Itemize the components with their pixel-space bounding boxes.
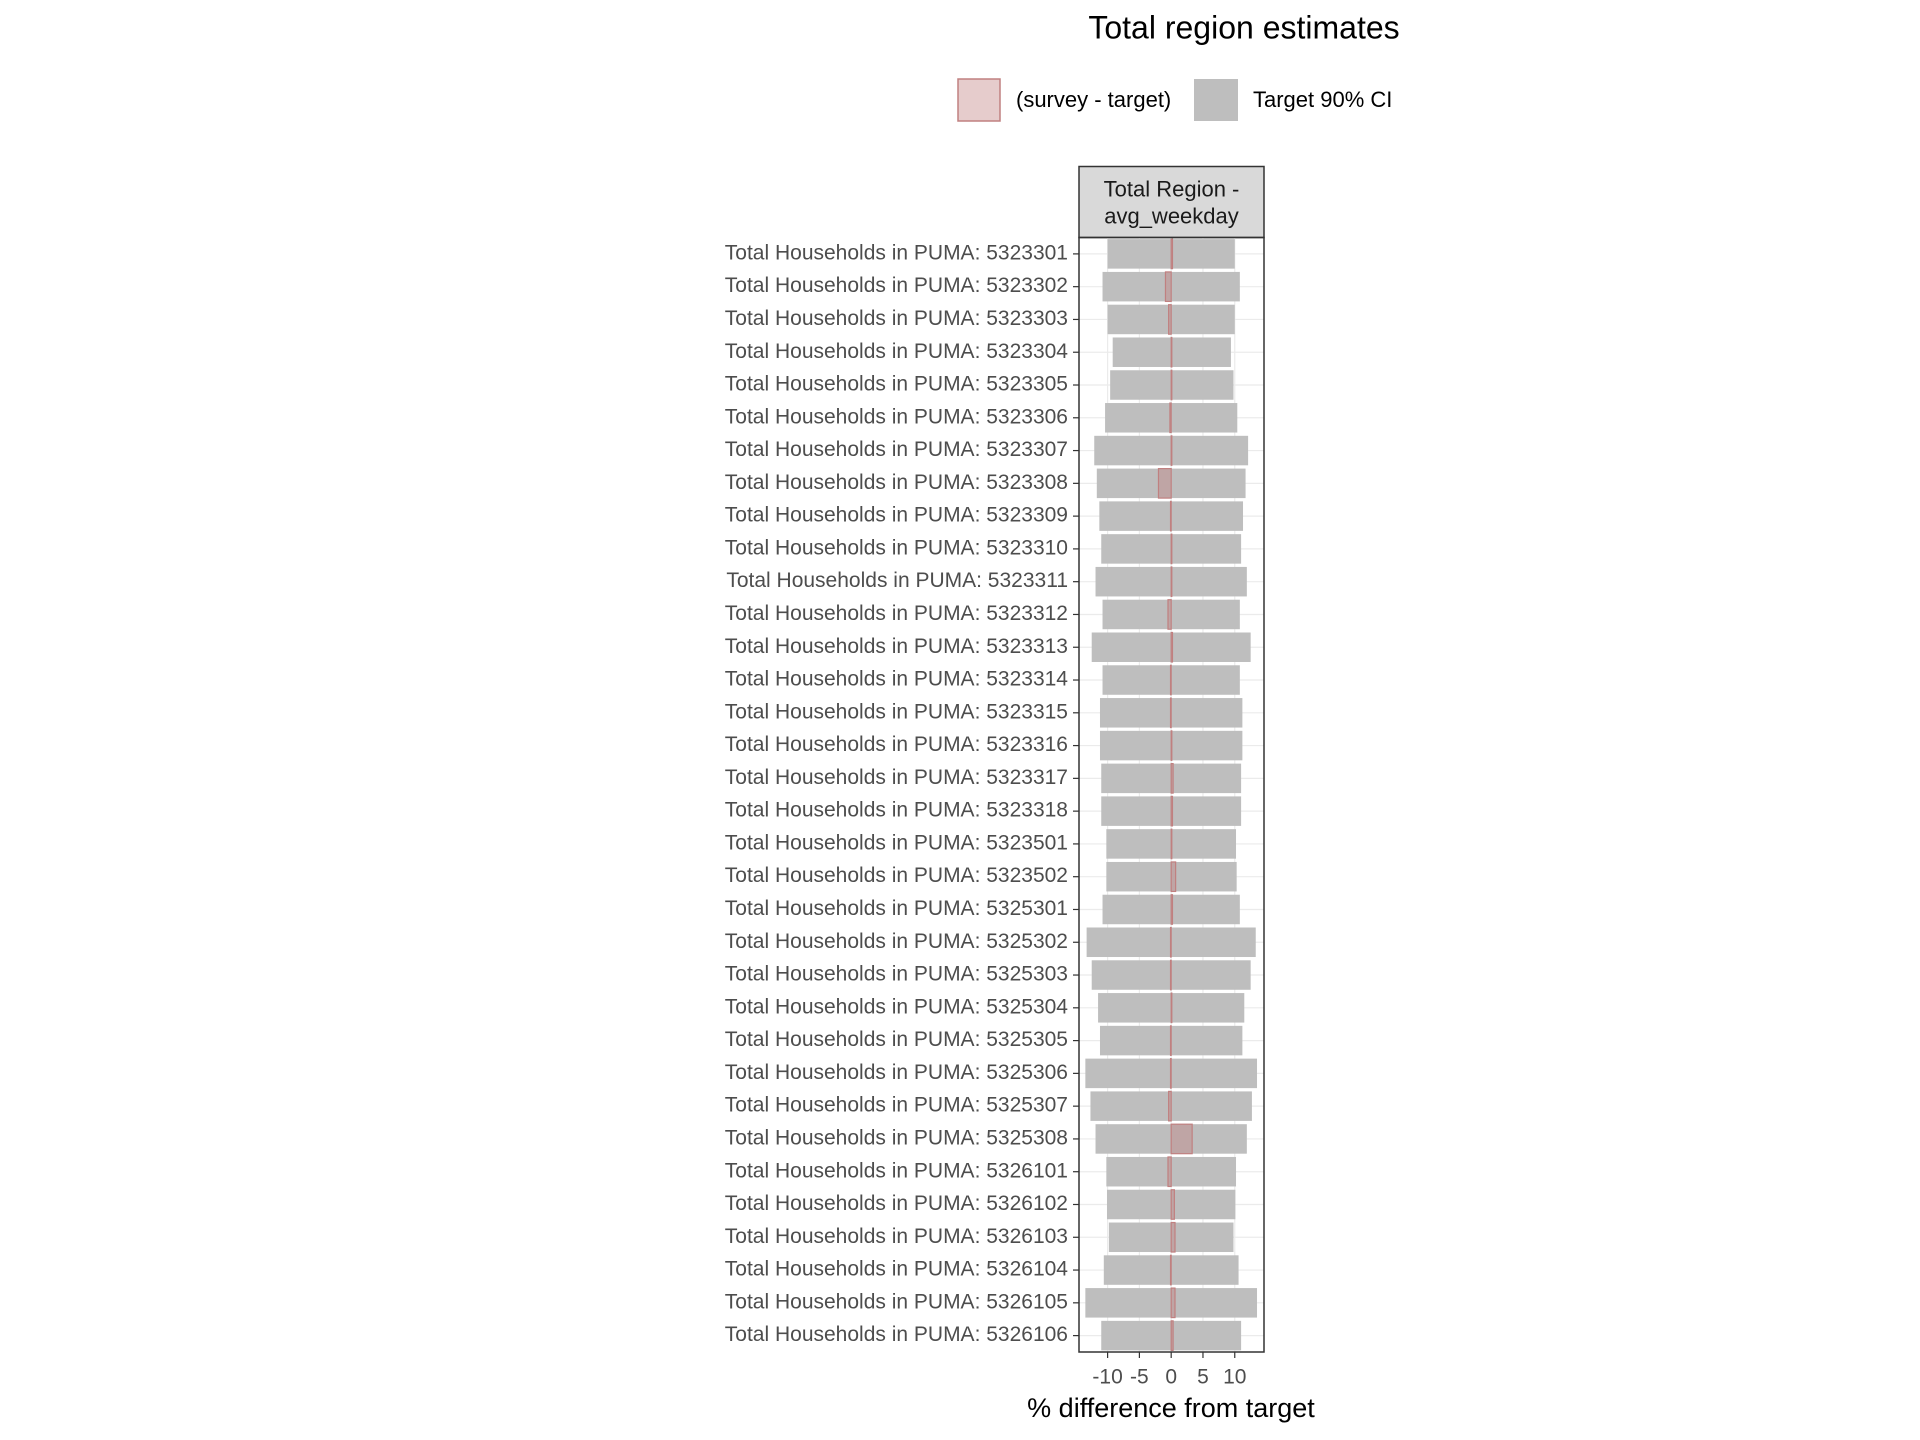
- y-tick-label: Total Households in PUMA: 5323305: [725, 373, 1068, 396]
- difference-bar: [1170, 730, 1173, 761]
- y-tick-label: Total Households in PUMA: 5323316: [725, 733, 1068, 756]
- y-tick-label: Total Households in PUMA: 5325304: [725, 995, 1069, 1018]
- y-tick-label: Total Households in PUMA: 5323309: [725, 504, 1068, 527]
- x-tick-label: 5: [1197, 1366, 1209, 1389]
- difference-bar: [1170, 1287, 1176, 1319]
- difference-bar: [1170, 763, 1174, 794]
- difference-bar: [1170, 533, 1173, 565]
- y-tick-label: Total Households in PUMA: 5323501: [725, 831, 1068, 854]
- y-tick-label: Total Households in PUMA: 5323502: [725, 864, 1068, 887]
- y-tick-label: Total Households in PUMA: 5326104: [725, 1258, 1069, 1281]
- y-tick-label: Total Households in PUMA: 5325303: [725, 963, 1068, 986]
- difference-bar: [1169, 959, 1172, 991]
- y-tick-label: Total Households in PUMA: 5325308: [725, 1126, 1068, 1149]
- y-tick-label: Total Households in PUMA: 5323304: [725, 340, 1069, 363]
- y-tick-label: Total Households in PUMA: 5323318: [725, 799, 1068, 822]
- legend-label: (survey - target): [1016, 87, 1171, 112]
- difference-bar: [1170, 1189, 1175, 1220]
- y-tick-label: Total Households in PUMA: 5323302: [725, 274, 1068, 297]
- difference-bar: [1170, 435, 1173, 466]
- legend-label: Target 90% CI: [1253, 87, 1392, 112]
- y-tick-label: Total Households in PUMA: 5323303: [725, 307, 1068, 330]
- difference-bar: [1170, 238, 1174, 270]
- difference-bar: [1169, 1058, 1172, 1089]
- difference-bar: [1170, 861, 1177, 893]
- y-tick-label: Total Households in PUMA: 5325302: [725, 930, 1068, 953]
- y-tick-label: Total Households in PUMA: 5323313: [725, 635, 1068, 658]
- legend-key: [1194, 79, 1238, 121]
- difference-bar: [1170, 828, 1173, 860]
- difference-bar: [1170, 992, 1173, 1024]
- difference-bar: [1169, 500, 1172, 532]
- difference-bar: [1169, 697, 1172, 729]
- facet-label: Total Region -: [1104, 176, 1240, 201]
- difference-bar: [1169, 1254, 1172, 1286]
- difference-bar: [1168, 304, 1172, 335]
- y-tick-label: Total Households in PUMA: 5326103: [725, 1225, 1068, 1248]
- difference-bar: [1170, 1221, 1176, 1253]
- difference-bar: [1170, 795, 1174, 827]
- difference-bar: [1170, 1123, 1193, 1155]
- x-axis-title: % difference from target: [1027, 1393, 1315, 1423]
- y-tick-label: Total Households in PUMA: 5325301: [725, 897, 1068, 920]
- facet-label: avg_weekday: [1104, 203, 1239, 228]
- x-tick-label: -5: [1130, 1366, 1149, 1389]
- y-tick-label: Total Households in PUMA: 5325306: [725, 1061, 1068, 1084]
- difference-bar: [1167, 1156, 1172, 1188]
- y-tick-label: Total Households in PUMA: 5323301: [725, 241, 1068, 264]
- difference-bar: [1170, 894, 1174, 925]
- y-tick-label: Total Households in PUMA: 5323308: [725, 471, 1068, 494]
- y-tick-label: Total Households in PUMA: 5326102: [725, 1192, 1068, 1215]
- difference-bar: [1170, 566, 1173, 598]
- y-tick-label: Total Households in PUMA: 5326105: [725, 1290, 1068, 1313]
- x-tick-label: -10: [1092, 1366, 1122, 1389]
- y-tick-label: Total Households in PUMA: 5323314: [725, 668, 1069, 691]
- chart-title: Total region estimates: [1088, 9, 1399, 45]
- y-tick-label: Total Households in PUMA: 5323315: [725, 700, 1068, 723]
- y-tick-label: Total Households in PUMA: 5323307: [725, 438, 1068, 461]
- difference-bar: [1169, 926, 1172, 958]
- difference-bar: [1157, 467, 1172, 499]
- difference-bar: [1169, 1025, 1172, 1056]
- difference-bar: [1164, 271, 1172, 303]
- y-tick-label: Total Households in PUMA: 5323306: [725, 405, 1068, 428]
- difference-bar: [1170, 336, 1173, 368]
- difference-bar: [1170, 631, 1174, 663]
- difference-bar: [1168, 1090, 1172, 1122]
- y-tick-label: Total Households in PUMA: 5323312: [725, 602, 1068, 625]
- facet-strip: [1078, 165, 1265, 239]
- difference-bar: [1170, 1320, 1174, 1351]
- y-tick-label: Total Households in PUMA: 5326106: [725, 1323, 1068, 1346]
- y-tick-label: Total Households in PUMA: 5323311: [726, 569, 1068, 592]
- y-tick-label: Total Households in PUMA: 5326101: [725, 1159, 1068, 1182]
- x-tick-label: 0: [1165, 1366, 1177, 1389]
- y-tick-label: Total Households in PUMA: 5323317: [725, 766, 1068, 789]
- y-tick-label: Total Households in PUMA: 5325307: [725, 1094, 1068, 1117]
- y-tick-label: Total Households in PUMA: 5325305: [725, 1028, 1068, 1051]
- x-tick-label: 10: [1223, 1366, 1246, 1389]
- difference-bar: [1167, 599, 1172, 630]
- difference-bar: [1169, 402, 1172, 434]
- difference-bar: [1170, 369, 1173, 401]
- y-tick-label: Total Households in PUMA: 5323310: [725, 536, 1068, 559]
- legend-key: [957, 78, 1001, 122]
- difference-bar: [1169, 664, 1172, 696]
